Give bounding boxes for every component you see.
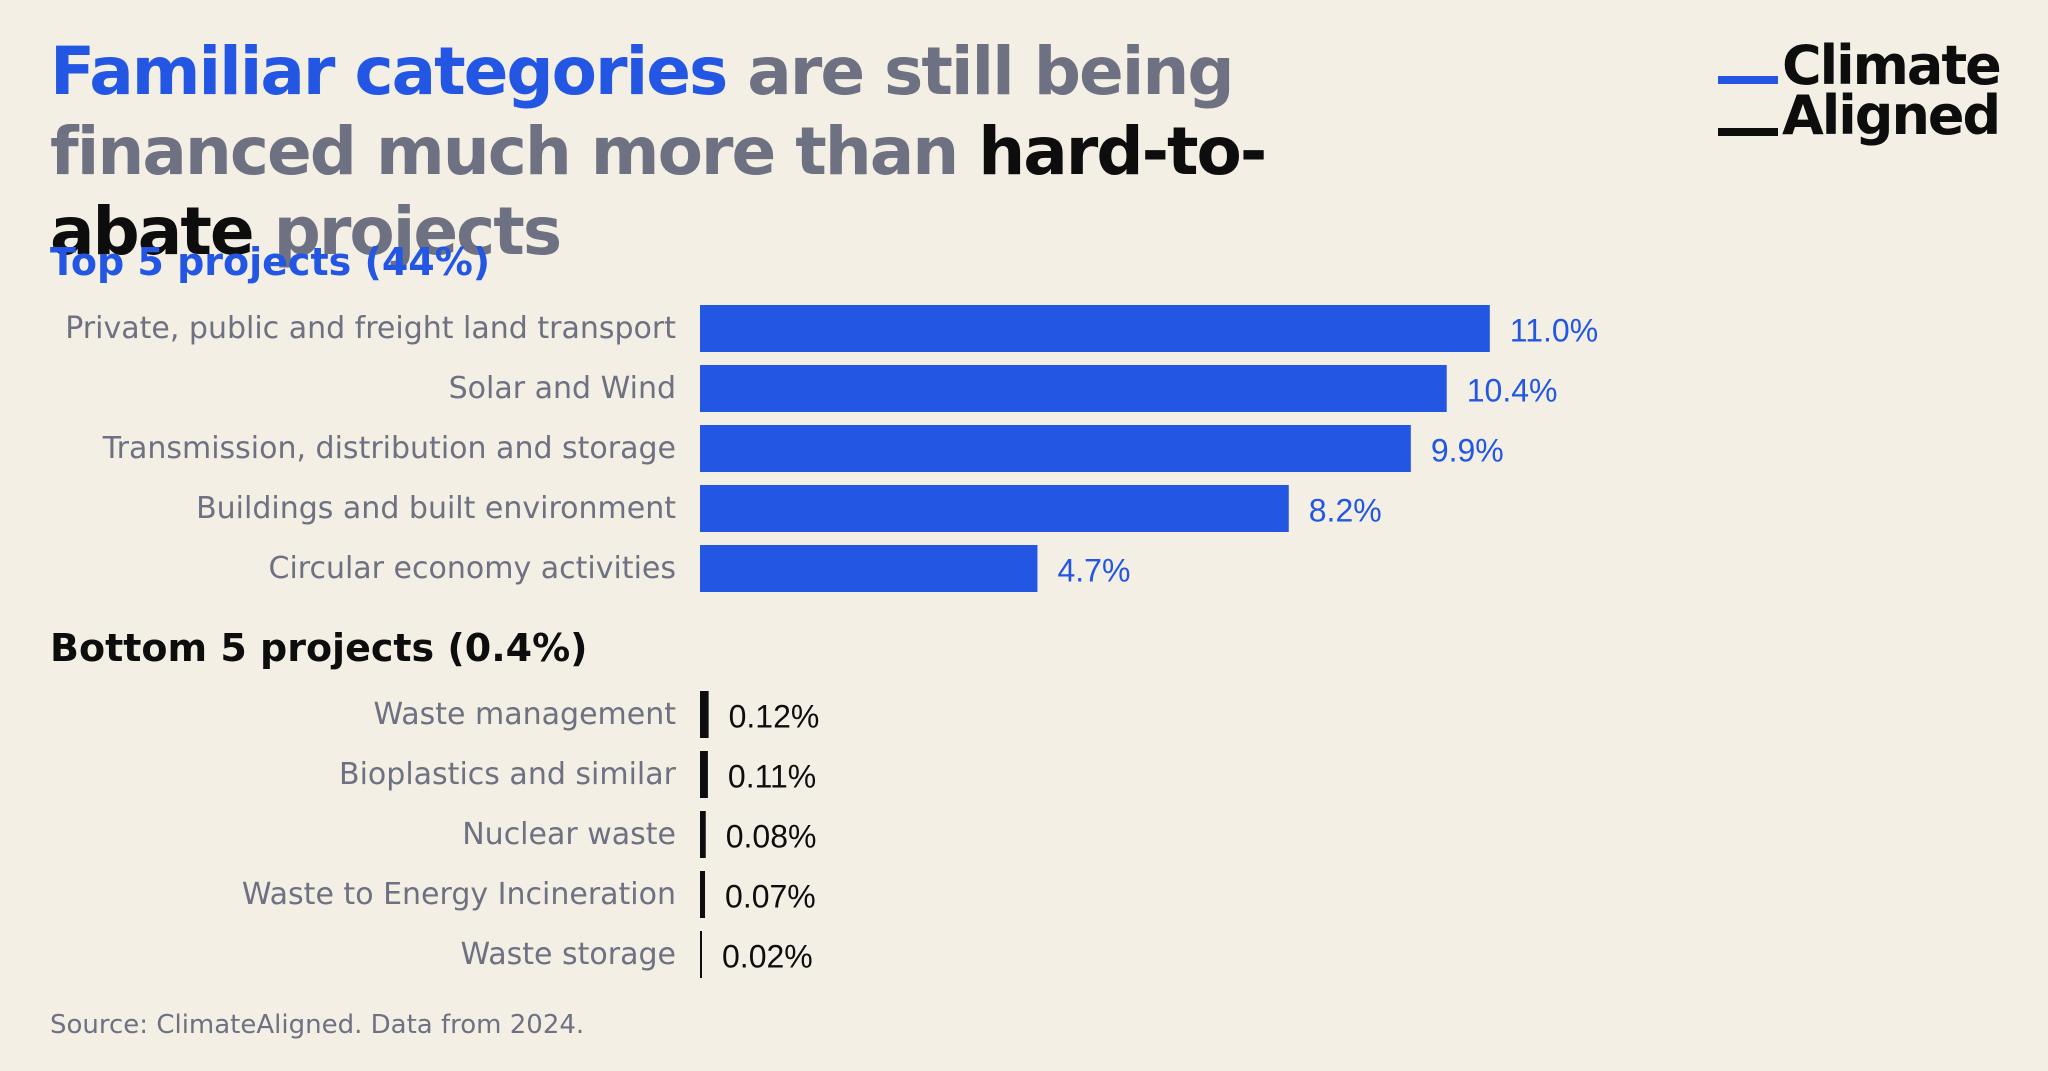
bar — [700, 871, 706, 918]
value-label: 0.08% — [726, 819, 817, 855]
bar — [700, 545, 1038, 592]
value-label: 0.07% — [725, 879, 816, 915]
category-label: Waste management — [374, 697, 677, 732]
bar — [700, 931, 702, 978]
bar — [700, 305, 1490, 352]
source-note: Source: ClimateAligned. Data from 2024. — [50, 1010, 585, 1040]
category-label: Waste storage — [461, 937, 676, 972]
title-highlight-hard-to-abate: hard-to-abate — [50, 113, 1267, 270]
bottom-section-title: Bottom 5 projects (0.4%) — [50, 626, 588, 670]
bar — [700, 485, 1289, 532]
value-label: 9.9% — [1431, 433, 1504, 469]
title-middle: are still being financed much more than — [50, 33, 1235, 190]
bar — [700, 691, 709, 738]
category-label: Bioplastics and similar — [339, 757, 677, 792]
category-label: Transmission, distribution and storage — [102, 431, 676, 466]
category-label: Waste to Energy Incineration — [242, 877, 676, 912]
value-label: 11.0% — [1510, 313, 1598, 349]
value-label: 0.12% — [729, 699, 820, 735]
value-label: 10.4% — [1467, 373, 1558, 409]
logo-bar-blue — [1718, 76, 1778, 84]
category-label: Private, public and freight land transpo… — [65, 311, 676, 346]
category-label: Circular economy activities — [269, 551, 677, 586]
category-label: Buildings and built environment — [196, 491, 676, 526]
value-label: 0.02% — [722, 939, 813, 975]
chart-title: Familiar categories are still being fina… — [50, 32, 1450, 272]
top-section-title: Top 5 projects (44%) — [50, 240, 491, 284]
logo-word-climate: Climate — [1782, 34, 2002, 97]
title-end: projects — [252, 193, 563, 270]
bar — [700, 751, 708, 798]
logo-bar-dark — [1718, 128, 1778, 136]
logo-word-aligned: Aligned — [1782, 84, 2001, 147]
value-label: 8.2% — [1309, 493, 1382, 529]
bar — [700, 811, 706, 858]
category-label: Nuclear waste — [462, 817, 676, 852]
value-label: 4.7% — [1057, 553, 1130, 589]
category-label: Solar and Wind — [449, 371, 676, 406]
title-highlight-familiar: Familiar categories — [50, 33, 728, 110]
bar — [700, 425, 1411, 472]
bar — [700, 365, 1447, 412]
climate-aligned-logo: Climate Aligned — [1714, 38, 2004, 148]
value-label: 0.11% — [728, 759, 816, 795]
